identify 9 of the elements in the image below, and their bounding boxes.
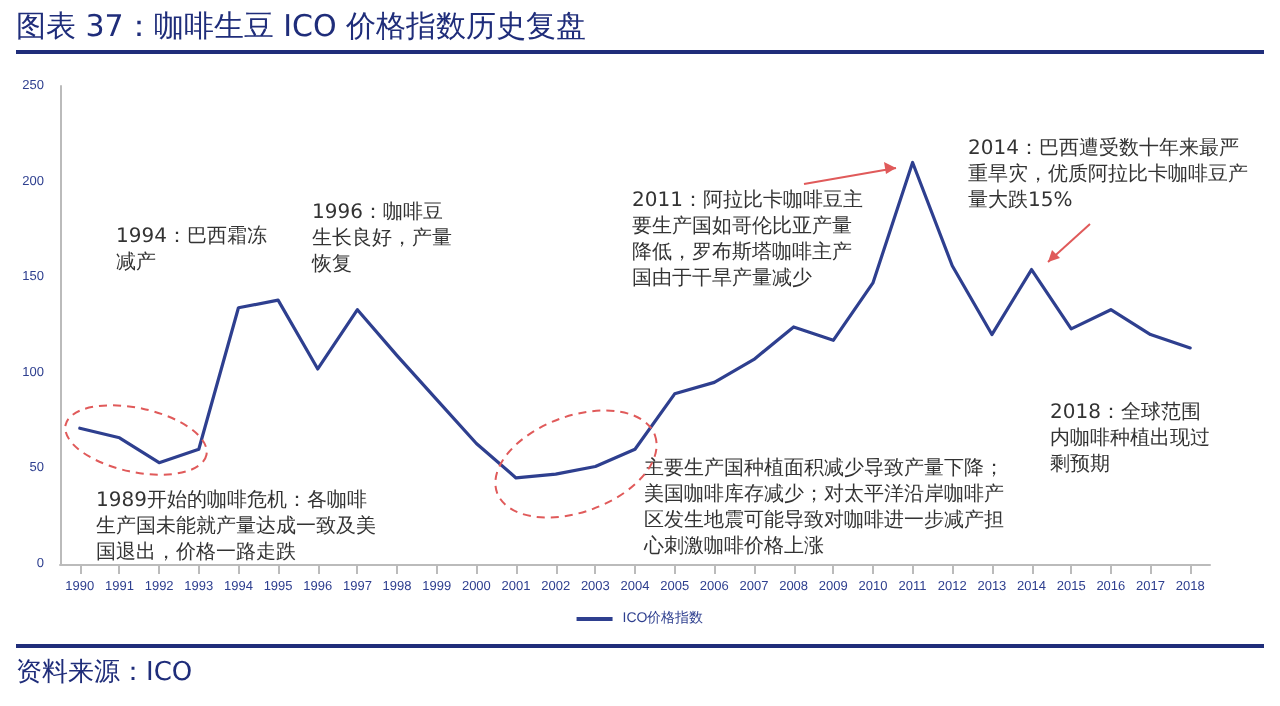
annotation: 2011：阿拉比卡咖啡豆主要生产国如哥伦比亚产量降低，罗布斯塔咖啡主产国由于干旱产量减少 <box>632 188 863 290</box>
annotation: 2014：巴西遭受数十年来最严重旱灾，优质阿拉比卡咖啡豆产量大跌15% <box>968 136 1248 212</box>
chart-title: 图表 37：咖啡生豆 ICO 价格指数历史复盘 <box>16 8 587 46</box>
annotation: 2018：全球范围内咖啡种植出现过剩预期 <box>1050 400 1210 476</box>
annotation: 1996：咖啡豆生长良好，产量恢复 <box>310 200 452 276</box>
annotation: 1994：巴西霜冻减产 <box>116 224 267 274</box>
annotation: 1989开始的咖啡危机：各咖啡生产国未能就产量达成一致及美国退出，价格一路走跌 <box>96 488 376 564</box>
text: 资料来源：ICO <box>16 656 193 690</box>
annotation: 主要生产国种植面积减少导致产量下降；美国咖啡库存减少；对太平洋沿岸咖啡产区发生地震可能导致对咖啡进一步减产担心刺激咖啡价格上涨 <box>642 456 1004 558</box>
